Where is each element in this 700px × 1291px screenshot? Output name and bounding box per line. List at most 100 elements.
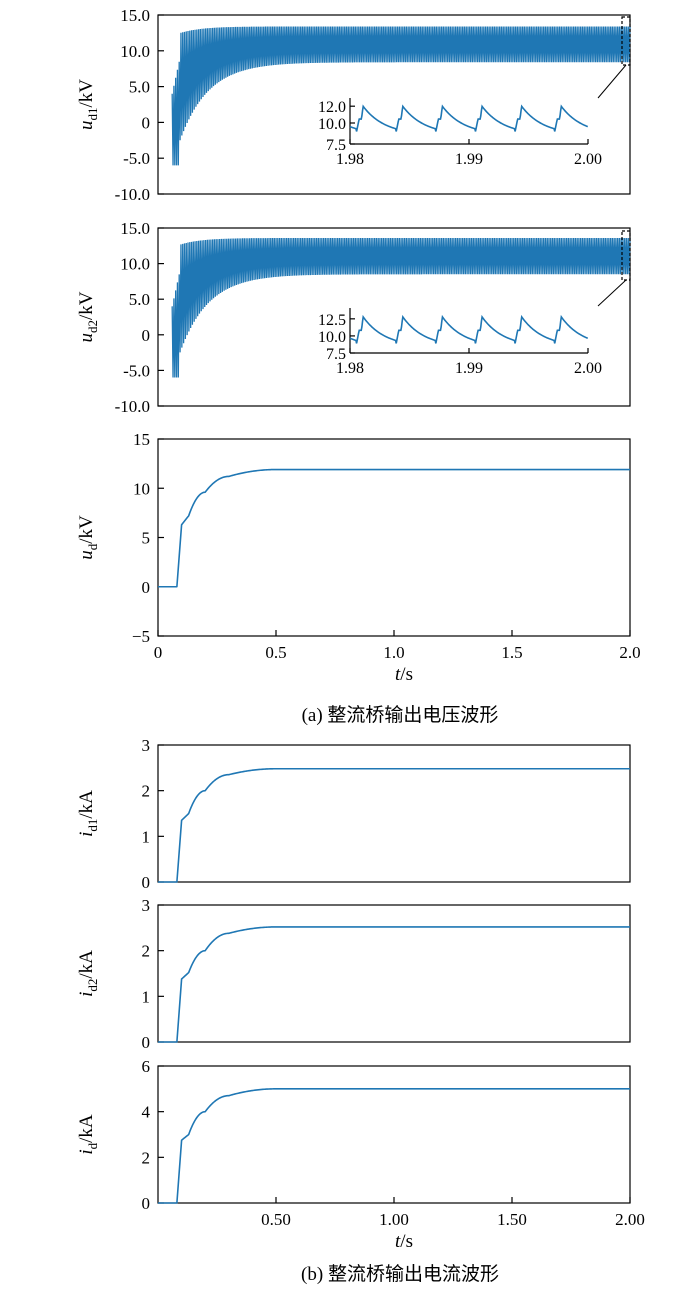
y-tick-label: 1: [142, 827, 151, 846]
inset-chart: 12.010.0 7.51.98 1.99 2.00: [318, 98, 602, 168]
inset-x-tick-label: 1.99: [455, 360, 483, 377]
y-axis-label: ud1/kV: [76, 79, 100, 130]
y-axis-label-unit: /kV: [76, 79, 97, 108]
x-axis-label: t/s: [395, 664, 413, 685]
y-tick-label: 2: [142, 1148, 151, 1167]
plot-frame: [157, 904, 631, 1043]
inset-y-tick-label: 10.0: [318, 116, 346, 133]
inset-series-line: [349, 104, 589, 132]
caption-b: (b) 整流桥输出电流波形: [301, 1263, 499, 1285]
x-tick-label: 1.5: [501, 643, 522, 662]
y-tick-label: 15.0: [120, 6, 150, 25]
y-axis-label-subscript: d2: [85, 320, 100, 333]
inset-x-tick-label: 1.98: [336, 360, 364, 377]
inset-y-tick-label: 7.5: [326, 137, 346, 154]
zoom-connector: [597, 64, 627, 99]
y-tick-label: 0: [142, 1033, 151, 1052]
y-tick-label: 4: [142, 1103, 151, 1122]
y-tick-label: 1: [142, 987, 151, 1006]
series-line: [158, 767, 630, 883]
series-line: [158, 1088, 630, 1204]
zoom-connector: [597, 279, 627, 307]
y-tick-label: 10: [133, 479, 150, 498]
y-tick-label: 15.0: [120, 219, 150, 238]
y-tick-label: -5.0: [123, 361, 150, 380]
y-tick-label: 0: [142, 1194, 151, 1213]
series-line: [158, 468, 630, 588]
y-axis-label-unit: /kA: [76, 1114, 97, 1143]
y-axis-label-subscript: d: [85, 1142, 100, 1149]
y-tick-label: 5: [142, 529, 151, 548]
y-axis-label-symbol: i: [76, 992, 97, 997]
y-axis-label: id2/kA: [76, 950, 100, 997]
inset-x-tick-label: 2.00: [574, 360, 602, 377]
series-ripple: [171, 26, 631, 166]
y-axis-label-unit: /kV: [76, 291, 97, 320]
y-axis-label-symbol: i: [76, 1149, 97, 1154]
y-tick-label: −5: [132, 627, 150, 646]
y-tick-label: 3: [142, 736, 151, 755]
y-axis-label-symbol: u: [76, 121, 97, 131]
inset-series-line: [349, 314, 589, 344]
y-axis-label-subscript: d1: [85, 108, 100, 121]
caption-a: (a) 整流桥输出电压波形: [302, 704, 499, 726]
y-tick-label: -5.0: [123, 149, 150, 168]
y-axis-label-subscript: d: [85, 543, 100, 550]
chart-ud1: 15.010.05.00-5.0-10.0ud1/kV12.010.07.51.…: [76, 6, 631, 204]
y-tick-label: -10.0: [115, 397, 150, 416]
y-axis-label-symbol: u: [76, 550, 97, 560]
plot-frame: [157, 744, 631, 883]
y-tick-label: 0: [142, 113, 151, 132]
series-ripple: [171, 237, 631, 378]
x-axis-label: t/s: [395, 1231, 413, 1252]
y-axis-label-subscript: d2: [85, 979, 100, 992]
y-axis-label: ud/kV: [76, 515, 100, 560]
y-axis-label: id/kA: [76, 1114, 100, 1155]
x-tick-label: 2.0: [619, 643, 640, 662]
plot-frame: [157, 1065, 631, 1204]
y-tick-label: 3: [142, 896, 151, 915]
y-axis-label: ud2/kV: [76, 291, 100, 342]
plot-frame: [157, 227, 631, 407]
y-tick-label: 5.0: [129, 78, 150, 97]
y-tick-label: 2: [142, 782, 151, 801]
chart-id2: 3 2 1 0 id2/kA: [76, 896, 631, 1052]
y-tick-label: 0: [142, 873, 151, 892]
y-tick-label: 6: [142, 1057, 151, 1076]
y-tick-label: 5.0: [129, 290, 150, 309]
inset-y-tick-label: 10.0: [318, 329, 346, 346]
x-tick-label: 1.00: [379, 1210, 409, 1229]
y-axis-label: id1/kA: [76, 790, 100, 837]
chart-ud2: 15.010.05.00-5.0-10.0ud2/kV12.510.07.51.…: [76, 219, 631, 416]
series-line: [158, 926, 630, 1043]
x-axis-label-unit: /s: [400, 664, 413, 685]
x-tick-label: 0.5: [265, 643, 286, 662]
y-tick-label: 10.0: [120, 255, 150, 274]
y-axis-label-subscript: d1: [85, 819, 100, 832]
y-tick-label: 0: [142, 326, 151, 345]
chart-id: 6 4 2 0 0.50 1.00 1.50 2.00 id/kA t/s: [76, 1057, 645, 1252]
y-tick-label: 10.0: [120, 42, 150, 61]
x-tick-label: 1.0: [383, 643, 404, 662]
inset-y-tick-label: 12.0: [318, 99, 346, 116]
y-axis-label-unit: /kV: [76, 515, 97, 544]
x-tick-label: 0.50: [261, 1210, 291, 1229]
y-tick-label: 15: [133, 430, 150, 449]
chart-id1: 3 2 1 0 id1/kA: [76, 736, 631, 892]
inset-x-tick-label: 2.00: [574, 151, 602, 168]
x-tick-label: 1.50: [497, 1210, 527, 1229]
y-axis-label-unit: /kA: [76, 950, 97, 979]
x-axis-label-symbol: t: [395, 1231, 401, 1252]
inset-x-tick-label: 1.99: [455, 151, 483, 168]
x-tick-label: 2.00: [615, 1210, 645, 1229]
y-tick-label: -10.0: [115, 185, 150, 204]
x-tick-label: 0: [154, 643, 163, 662]
x-axis-label-unit: /s: [400, 1231, 413, 1252]
inset-x-tick-label: 1.98: [336, 151, 364, 168]
inset-chart: 12.510.07.51.98 1.99 2.00: [318, 308, 602, 377]
inset-y-tick-label: 12.5: [318, 312, 346, 329]
x-axis-label-symbol: t: [395, 664, 401, 685]
y-tick-label: 0: [142, 578, 151, 597]
